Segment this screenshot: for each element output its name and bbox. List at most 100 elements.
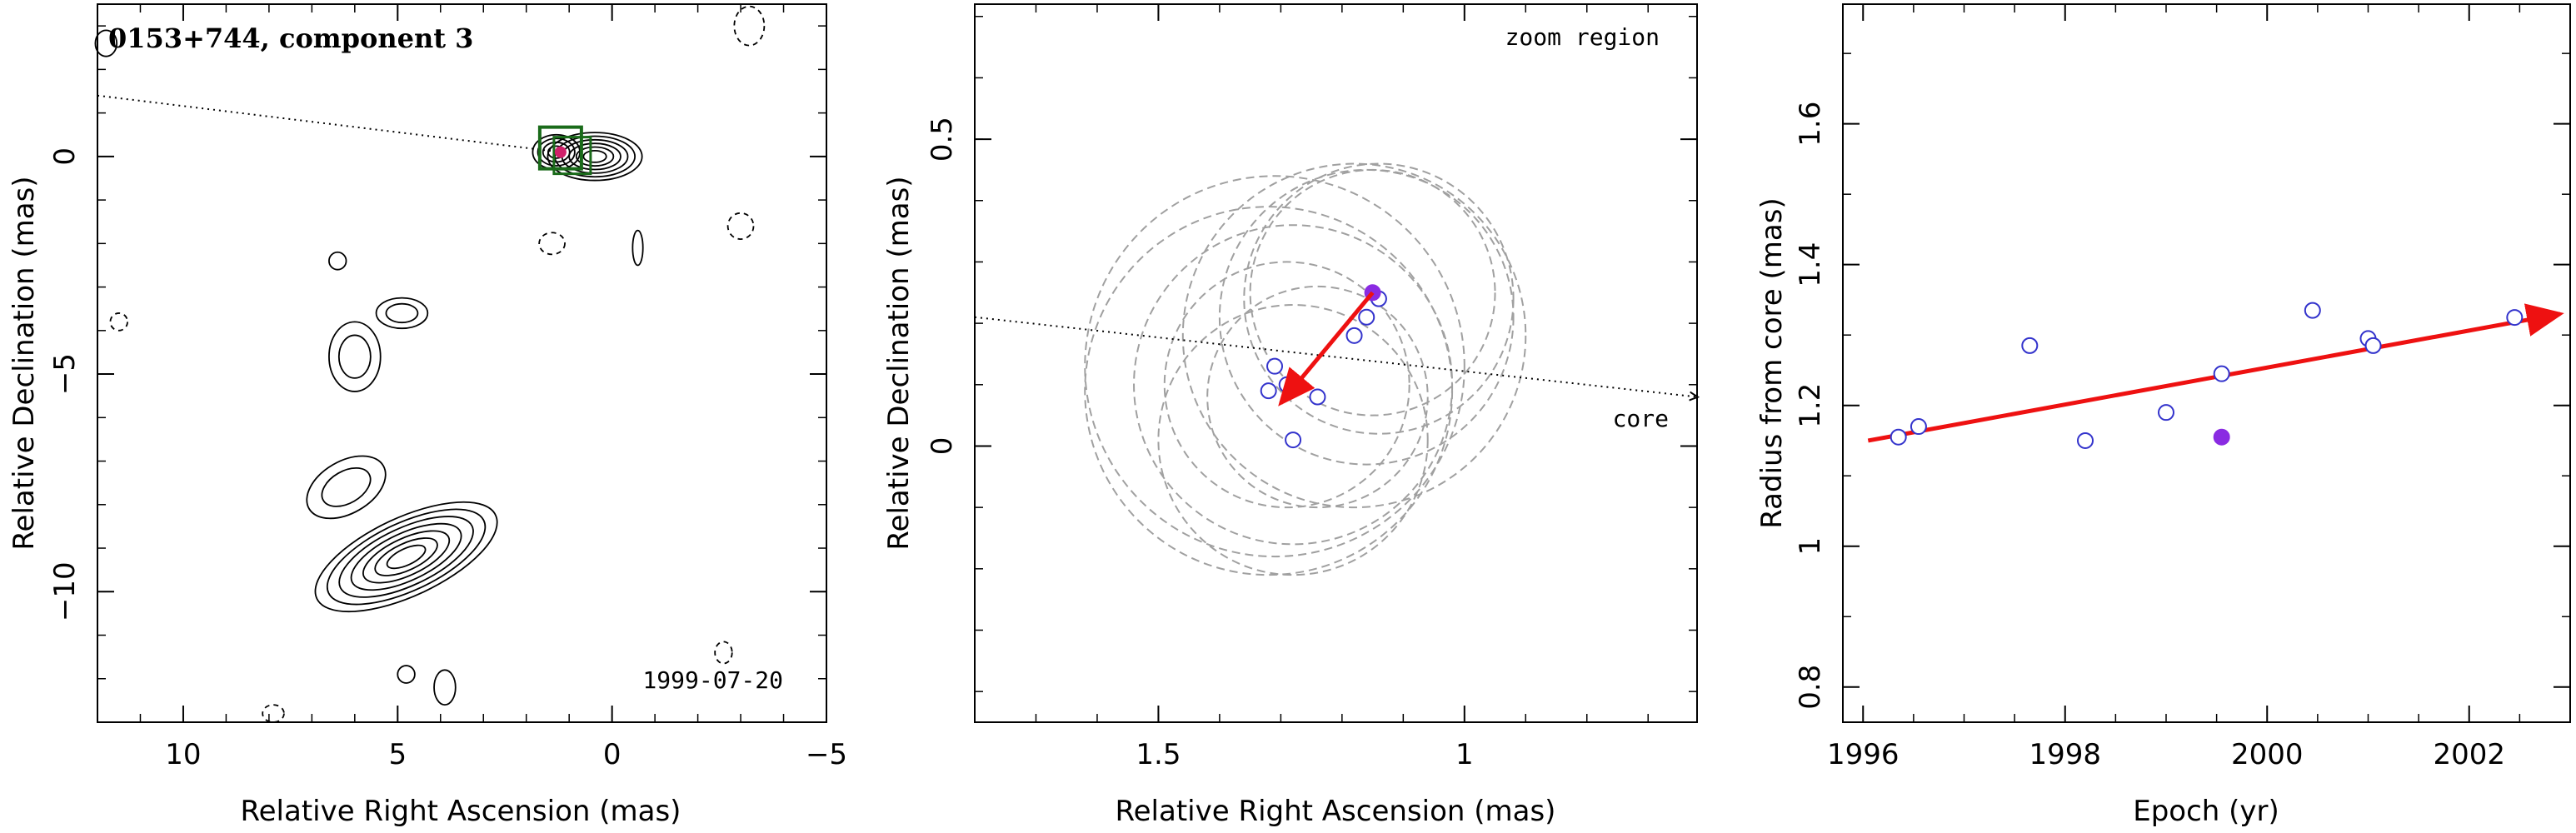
contour-map-ytick-label: −5 (48, 353, 82, 395)
zoom-box-inner (552, 136, 592, 176)
position-point (1345, 327, 1363, 344)
radius-point (2077, 431, 2094, 449)
contour-ring (337, 334, 372, 379)
contour-ring (547, 132, 643, 182)
radius-vs-epoch-ytick-label: 1 (1794, 537, 1827, 556)
position-point (1266, 357, 1284, 375)
contour-map-xtick-label: 10 (165, 738, 201, 771)
zoom-region-panel: 1.5 1 0.5 0 zoom region core Relative Right… (882, 3, 1698, 828)
radius-point (2304, 302, 2321, 319)
error-circle (1218, 168, 1515, 466)
radius-point (1910, 418, 1927, 436)
radius-point (2158, 404, 2174, 421)
contour-ring (326, 508, 487, 606)
contour-ring (433, 669, 457, 706)
error-circle (1206, 285, 1429, 509)
contour-ring (109, 312, 128, 332)
error-circle (1181, 162, 1527, 509)
zoom-region-ytick-label: 0 (926, 437, 959, 456)
radius-vs-epoch-ytick-label: 1.6 (1794, 102, 1827, 147)
contour-ring (538, 232, 566, 256)
contour-ring (733, 5, 766, 47)
position-points (1260, 284, 1387, 449)
contour-ring (386, 544, 427, 570)
contour-ring (306, 455, 387, 520)
error-circle (1133, 224, 1454, 546)
contour-ring (385, 302, 419, 324)
radius-vs-epoch-ticks: 1996 1998 2000 2002 0.8 1 1.2 1.4 1.6 (1794, 4, 2570, 771)
contour-overlays (97, 94, 592, 176)
error-circle (1249, 168, 1496, 416)
contour-ring (632, 229, 644, 267)
epoch-label: 1999-07-20 (642, 666, 783, 694)
core-direction-line (97, 94, 562, 153)
fit-line-arrow (1867, 303, 2564, 443)
core-direction-line (974, 316, 1697, 397)
contour-ring (262, 704, 285, 723)
position-point (1260, 382, 1277, 400)
radius-vs-epoch-xtick-label: 2000 (2231, 738, 2304, 771)
highlight-point (2213, 428, 2230, 446)
zoom-region-ylabel: Relative Declination (mas) (882, 176, 916, 550)
zoom-region-annotation: zoom region (1505, 23, 1660, 51)
contour-lines (94, 5, 766, 723)
contour-ring (338, 516, 474, 598)
zoom-region-xtick-label: 1.5 (1136, 738, 1181, 771)
contour-map-ylabel: Relative Declination (mas) (7, 176, 41, 550)
contour-ring (375, 297, 429, 330)
contour-map-frame (97, 3, 827, 723)
radius-vs-epoch-xtick-label: 1998 (2029, 738, 2101, 771)
error-circles (1084, 162, 1527, 576)
component-marker (554, 146, 567, 158)
contour-ring (314, 501, 498, 613)
contour-map-title: 0153+744, component 3 (108, 22, 473, 54)
contour-ring (397, 665, 416, 684)
radius-vs-epoch-ytick-label: 1.4 (1794, 242, 1827, 287)
contour-ring (321, 466, 372, 507)
radius-vs-epoch-ylabel: Radius from core (mas) (1755, 197, 1789, 528)
radius-vs-epoch-xlabel: Epoch (yr) (2133, 795, 2279, 828)
radius-points (1890, 302, 2524, 449)
contour-ring (350, 522, 462, 591)
radius-vs-epoch-ytick-label: 1.2 (1794, 383, 1827, 428)
radius-point (2021, 337, 2039, 354)
contour-ring (328, 251, 347, 271)
radius-vs-epoch-xtick-label: 2002 (2433, 738, 2505, 771)
zoom-region-ticks: 1.5 1 0.5 0 (926, 4, 1697, 771)
core-direction-line (974, 316, 1697, 397)
error-circle (1157, 304, 1429, 576)
position-point (1309, 388, 1326, 406)
contour-ring (726, 212, 755, 241)
contour-map-xtick-label: −5 (806, 738, 847, 771)
radius-point (1890, 428, 1907, 446)
contour-map-xtick-label: 0 (603, 738, 622, 771)
radius-vs-epoch-frame (1842, 3, 2571, 723)
zoom-region-xtick-label: 1 (1455, 738, 1474, 771)
error-circle (1163, 261, 1410, 509)
error-circle (1084, 175, 1465, 558)
error-circle (1243, 162, 1515, 435)
radius-point (2364, 337, 2382, 354)
core-label: core (1613, 405, 1669, 432)
radius-point (2213, 365, 2230, 382)
motion-vector (1278, 291, 1375, 407)
contour-map-xtick-label: 5 (388, 738, 407, 771)
fit-line (1867, 303, 2564, 443)
radius-vs-epoch-panel: 1996 1998 2000 2002 0.8 1 1.2 1.4 1.6 Epoch (yr)… (1755, 3, 2571, 828)
radius-vs-epoch-ytick-label: 0.8 (1794, 665, 1827, 710)
contour-map-xlabel: Relative Right Ascension (mas) (241, 795, 681, 828)
zoom-region-frame (974, 3, 1698, 723)
position-point (1285, 431, 1302, 449)
zoom-region-xlabel: Relative Right Ascension (mas) (1116, 795, 1556, 828)
zoom-box-outer (537, 125, 583, 171)
contour-ring (714, 641, 733, 665)
radius-vs-epoch-xtick-label: 1996 (1827, 738, 1900, 771)
contour-ring (328, 321, 382, 392)
contour-ring (94, 29, 118, 57)
contour-ring (362, 530, 451, 584)
contour-map-ytick-label: −10 (48, 561, 82, 621)
contour-ring (542, 141, 571, 163)
contour-ring (374, 537, 438, 576)
contour-map-ytick-label: 0 (48, 147, 82, 166)
